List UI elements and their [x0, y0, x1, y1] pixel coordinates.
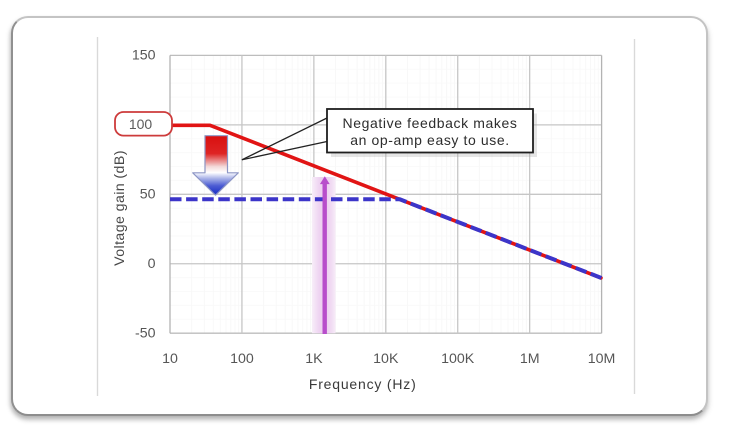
svg-text:0: 0: [148, 256, 156, 272]
svg-text:100: 100: [129, 116, 153, 132]
svg-text:10K: 10K: [373, 351, 399, 367]
svg-text:10: 10: [162, 351, 178, 367]
svg-text:-50: -50: [135, 326, 156, 342]
svg-text:100: 100: [230, 351, 254, 367]
svg-text:Negative feedback makes: Negative feedback makes: [343, 115, 518, 131]
svg-text:1K: 1K: [305, 351, 323, 367]
svg-text:1M: 1M: [520, 351, 540, 367]
svg-text:Voltage gain (dB): Voltage gain (dB): [112, 150, 128, 266]
svg-text:150: 150: [132, 48, 156, 64]
svg-text:10M: 10M: [588, 351, 616, 367]
svg-text:an op-amp easy to use.: an op-amp easy to use.: [350, 132, 510, 148]
svg-text:Frequency (Hz): Frequency (Hz): [309, 376, 417, 392]
svg-text:100K: 100K: [441, 351, 475, 367]
svg-text:50: 50: [140, 187, 156, 203]
